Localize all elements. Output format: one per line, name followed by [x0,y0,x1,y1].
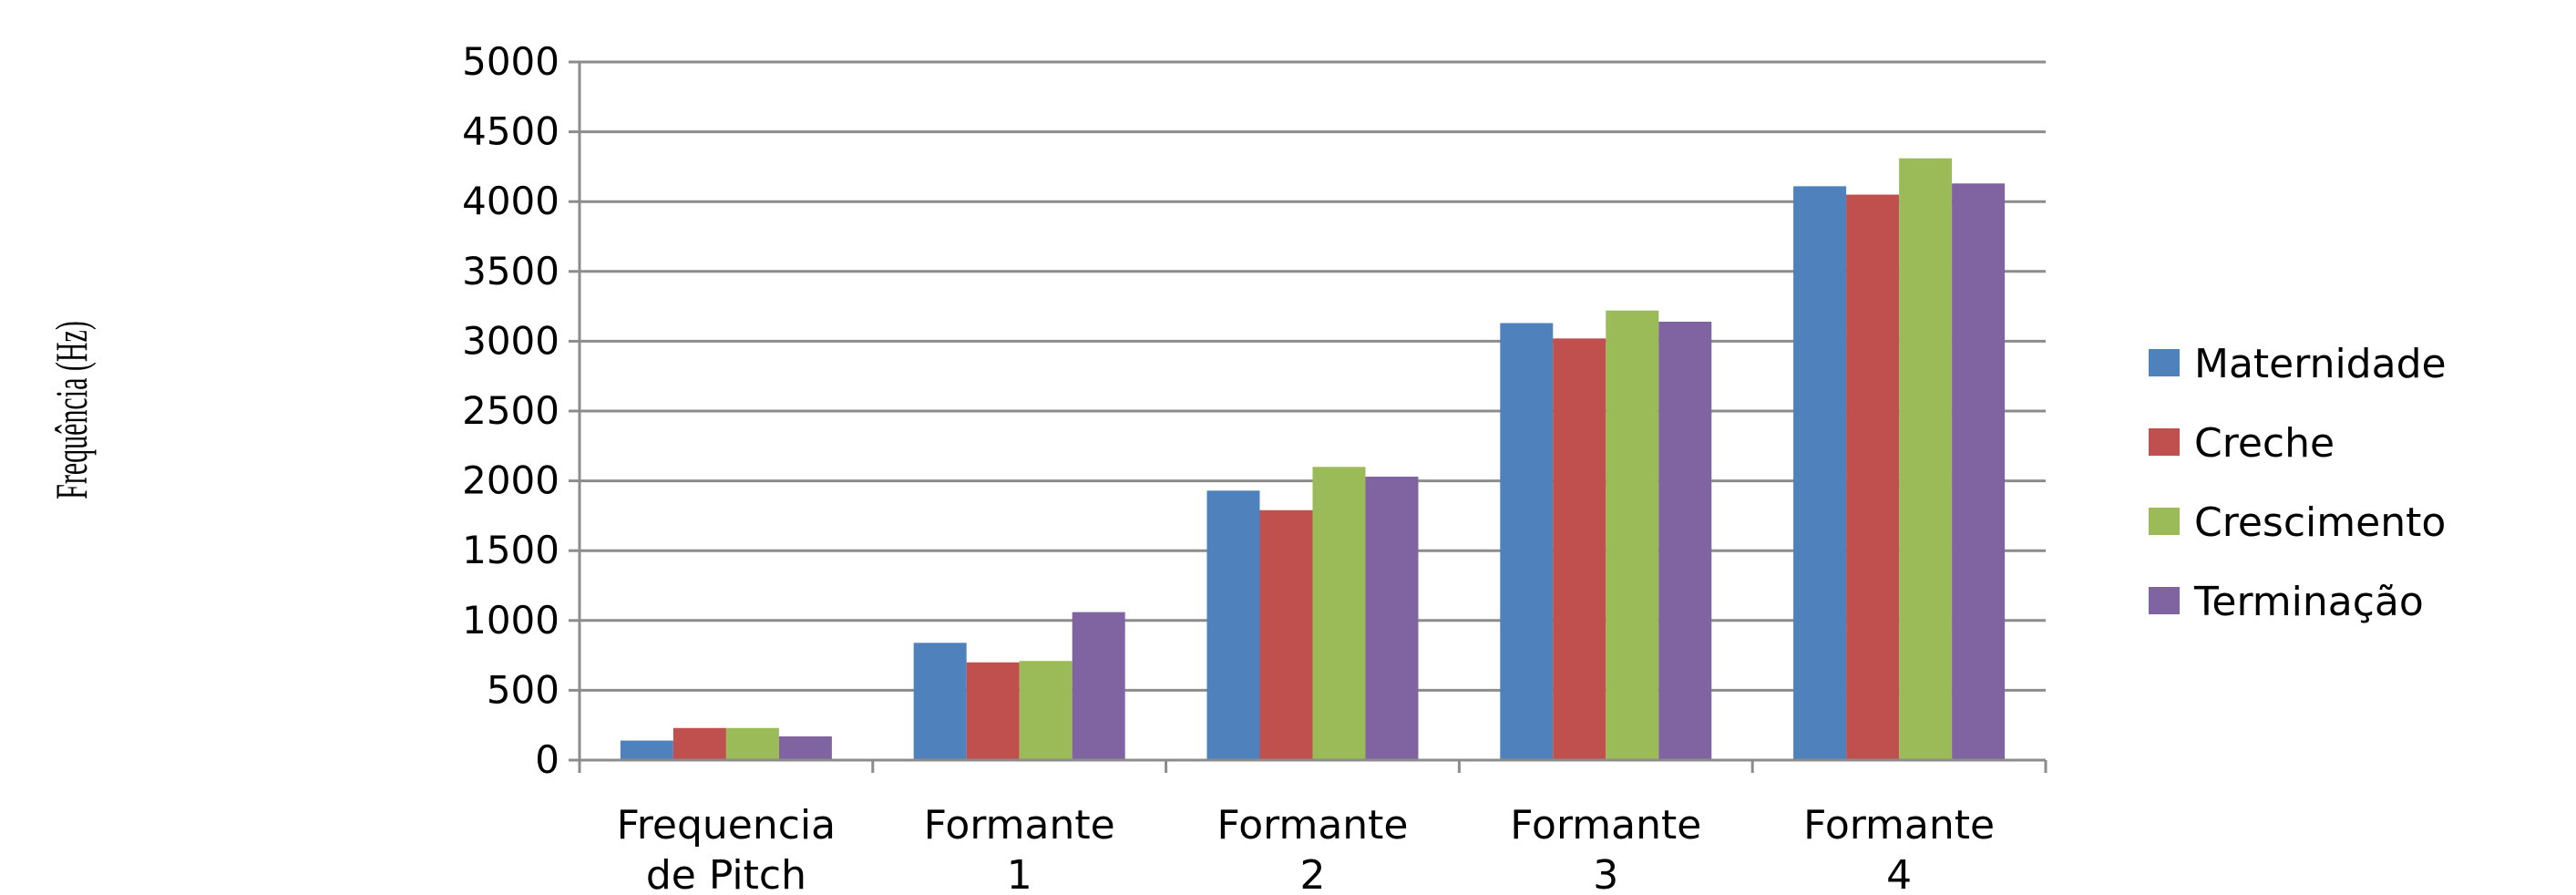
bar-termina-o-2 [1365,477,1419,760]
legend-swatch [2149,428,2180,456]
legend-label: Terminação [2193,579,2424,625]
bar-crescimento-3 [1606,310,1659,760]
y-tick-label: 3000 [462,318,559,363]
legend-swatch [2149,349,2180,376]
y-tick-label: 4500 [462,109,559,154]
y-tick-label: 1000 [462,598,559,643]
x-tick-label: de Pitch [646,852,806,891]
bar-termina-o-0 [778,736,832,760]
x-tick-label: 4 [1886,852,1912,891]
bar-creche-2 [1259,509,1313,760]
bar-creche-4 [1846,194,1900,761]
y-tick-label: 3500 [462,249,559,293]
y-tick-labels: 0 500 1000 1500 2000 2500 3000 3500 4000 4500 5000 [462,39,559,782]
bar-termina-o-1 [1072,612,1125,760]
gridlines [580,60,2046,692]
bar-crescimento-0 [725,727,779,760]
y-tick-label: 2500 [462,388,559,433]
legend: Maternidade Creche Crescimento Terminação [2149,341,2447,625]
legend-label: Maternidade [2194,341,2447,387]
x-tick-label: 3 [1593,852,1618,891]
bar-creche-3 [1553,338,1606,760]
x-tick-label: Formante [1216,802,1408,849]
bar-maternidade-4 [1793,186,1847,760]
bar-creche-0 [672,727,726,760]
y-tick-label: 5000 [462,39,559,84]
bar-termina-o-3 [1658,321,1712,760]
y-axis-label: Frequência (Hz) [46,321,97,499]
bar-crescimento-2 [1312,467,1366,760]
x-tick-label: 1 [1007,852,1032,891]
y-tick-label: 500 [487,667,559,712]
legend-label: Creche [2194,420,2335,467]
bar-maternidade-0 [620,740,673,760]
bar-crescimento-4 [1899,158,1953,760]
x-tick-label: Formante [924,802,1115,849]
bar-termina-o-4 [1952,183,2006,760]
bar-creche-1 [966,662,1020,760]
bar-crescimento-1 [1019,661,1072,760]
legend-swatch [2149,587,2180,614]
x-tick-label: Formante [1803,802,1995,849]
y-tick-label: 1500 [462,528,559,572]
bars [620,158,2006,761]
x-tick-label: 2 [1300,852,1326,891]
legend-label: Crescimento [2194,499,2446,546]
y-tick-label: 4000 [462,179,559,223]
bar-maternidade-2 [1206,490,1260,760]
y-tick-label: 2000 [462,458,559,503]
bar-maternidade-3 [1500,323,1554,760]
x-tick-label: Frequencia [617,802,836,849]
y-tick-label: 0 [535,737,559,782]
legend-swatch [2149,508,2180,535]
axes [569,60,2047,773]
bar-maternidade-1 [913,643,967,760]
x-tick-label: Formante [1510,802,1701,849]
